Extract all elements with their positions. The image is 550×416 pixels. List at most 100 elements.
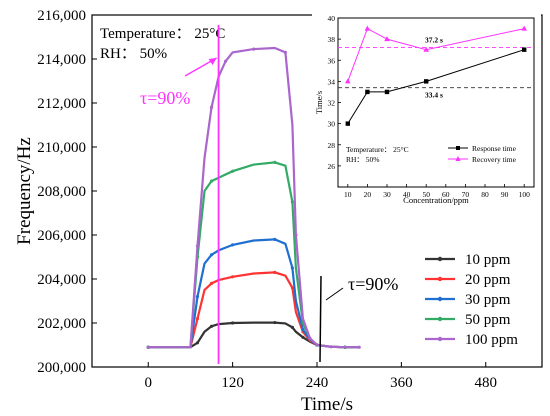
series-point: [290, 325, 294, 329]
inset-reference-label: 37.2 s: [425, 36, 443, 45]
inset-x-tick-label: 40: [403, 190, 411, 199]
series-point: [209, 281, 214, 285]
tau-label-fall: τ=90%: [348, 274, 398, 294]
series-point: [273, 237, 277, 241]
series-line: [148, 271, 360, 349]
y-tick-label: 214,000: [37, 52, 86, 68]
x-tick-label: 120: [221, 375, 244, 391]
tau-arrowhead-rise: [208, 58, 217, 65]
legend-marker: [437, 316, 443, 322]
y-tick-label: 216,000: [37, 8, 86, 24]
legend-marker: [437, 296, 443, 302]
series-point: [195, 244, 200, 248]
series-point: [195, 317, 200, 321]
inset-x-tick-label: 30: [383, 190, 391, 199]
inset-series-point: [345, 78, 351, 84]
series-point: [146, 345, 150, 349]
y-tick-label: 200,000: [37, 360, 86, 376]
inset-x-tick-label: 50: [422, 190, 430, 199]
y-tick-label: 202,000: [37, 316, 86, 332]
inset-time-chart: 26 28 30 32 34 36 38 40 10 20 30 40 50 60 70 80 90 100 Con…: [312, 12, 541, 208]
series-point: [252, 47, 256, 51]
series-point: [195, 341, 200, 345]
series-point: [209, 324, 214, 328]
series-point: [209, 179, 214, 183]
series-point: [290, 266, 294, 270]
series-point: [294, 233, 298, 237]
inset-series-point: [384, 36, 390, 42]
y-tick-label: 206,000: [37, 228, 86, 244]
y-axis-label: Frequency/Hz: [14, 137, 35, 245]
main-frequency-chart: 200,000 202,000 204,000 206,000 208,000 210,0…: [14, 8, 543, 415]
inset-series-point: [521, 25, 527, 31]
x-tick-label: 360: [390, 375, 413, 391]
tau-marker-line-fall: [319, 275, 322, 363]
inset-series-point: [522, 47, 527, 52]
inset-x-tick-label: 10: [344, 190, 352, 199]
condition-humidity: RH： 50%: [100, 46, 167, 62]
legend-label: 100 ppm: [465, 332, 518, 348]
inset-x-tick-label: 100: [519, 190, 531, 199]
inset-y-tick-label: 40: [328, 14, 336, 23]
tau-arrow-fall: [325, 287, 344, 301]
series-point: [209, 105, 214, 109]
y-tick-label: 208,000: [37, 184, 86, 200]
inset-x-tick-label: 80: [481, 190, 489, 199]
tau-label-rise: τ=90%: [140, 88, 190, 108]
series-point: [231, 321, 235, 325]
x-tick-label: 0: [145, 375, 153, 391]
series-point: [290, 286, 294, 290]
legend-marker: [437, 336, 443, 342]
legend-label: 50 ppm: [465, 312, 511, 328]
series-point: [283, 50, 287, 55]
series-point: [195, 295, 200, 299]
series-point: [231, 169, 235, 173]
inset-legend-marker: [455, 156, 461, 161]
inset-series-point: [365, 89, 370, 95]
series-point: [231, 243, 235, 247]
series-point: [301, 335, 305, 339]
x-tick-label: 480: [475, 375, 498, 391]
series-point: [301, 328, 305, 332]
y-tick-label: 204,000: [37, 272, 86, 288]
series-point: [273, 320, 277, 325]
series-line: [148, 238, 360, 349]
series-point: [273, 270, 277, 274]
inset-x-tick-label: 60: [442, 190, 450, 199]
inset-reference-label: 33.4 s: [425, 91, 443, 100]
inset-legend-label: Recovery time: [472, 155, 517, 164]
y-tick-label: 212,000: [37, 96, 86, 112]
inset-y-axis-label: Time/s: [314, 91, 324, 114]
inset-x-tick-label: 20: [364, 190, 372, 199]
inset-x-tick-label: 70: [462, 190, 470, 199]
series-point: [308, 336, 312, 340]
series-point: [223, 59, 228, 63]
legend-label: 30 ppm: [465, 292, 511, 308]
inset-y-tick-label: 38: [328, 35, 336, 44]
inset-y-tick-label: 32: [328, 99, 336, 108]
legend-marker: [437, 276, 443, 282]
condition-temperature: Temperature： 25°C: [100, 26, 225, 42]
series-point: [290, 200, 294, 204]
legend-label: 20 ppm: [465, 272, 511, 288]
inset-background: [312, 12, 541, 208]
inset-y-tick-label: 34: [328, 77, 336, 86]
y-tick-label: 210,000: [37, 140, 86, 156]
inset-series-point: [424, 79, 429, 84]
inset-series-point: [364, 25, 371, 31]
x-tick-label: 240: [306, 375, 329, 391]
inset-series-point: [423, 46, 429, 52]
inset-legend-label: Response time: [472, 144, 517, 153]
inset-y-tick-label: 30: [328, 120, 336, 129]
inset-series-point: [384, 89, 390, 95]
inset-x-tick-label: 90: [501, 190, 509, 199]
series-point: [329, 345, 333, 349]
series-line: [148, 46, 360, 349]
inset-y-tick-label: 28: [328, 141, 336, 150]
x-axis-label: Time/s: [301, 394, 353, 415]
series-point: [273, 160, 277, 164]
series-point: [357, 345, 361, 349]
inset-legend-marker: [456, 146, 460, 150]
